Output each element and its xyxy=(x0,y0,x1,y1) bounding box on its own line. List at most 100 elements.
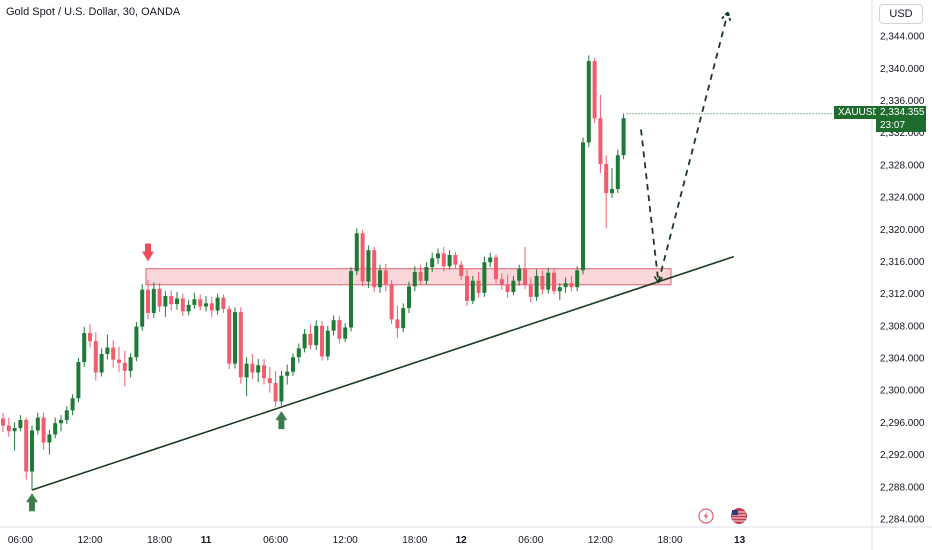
candle-body-down xyxy=(250,363,255,373)
x-tick-label: 18:00 xyxy=(657,535,682,546)
candle-body-up xyxy=(482,262,487,293)
y-tick-label: 2,340.000 xyxy=(880,64,925,75)
candle-body-down xyxy=(540,275,545,290)
candle-body-down xyxy=(494,257,498,280)
candle-body-down xyxy=(499,279,504,285)
candle-body-up xyxy=(291,357,295,372)
candle-body-up xyxy=(30,430,34,472)
candle-body-down xyxy=(569,283,574,288)
candle-body-up xyxy=(581,142,585,271)
candle-body-up xyxy=(314,325,319,346)
candle-body-up xyxy=(436,253,440,259)
projection-path xyxy=(640,11,729,283)
candle-body-up xyxy=(82,333,87,363)
candle-body-up xyxy=(12,428,17,432)
x-tick-label: 13 xyxy=(734,535,746,546)
candle-body-up xyxy=(610,189,614,194)
candle-body-up xyxy=(302,333,307,349)
candle-body-down xyxy=(88,333,92,342)
candle-body-down xyxy=(389,283,394,320)
candle-body-up xyxy=(378,270,382,288)
candle-body-up xyxy=(64,410,69,420)
y-tick-label: 2,296.000 xyxy=(880,418,925,429)
candle-body-up xyxy=(534,275,539,297)
candle-body-down xyxy=(221,297,226,309)
candle-body-down xyxy=(592,61,597,119)
candle-body-up xyxy=(430,258,435,268)
lightning-glyph-icon xyxy=(703,511,709,521)
candle-body-up xyxy=(285,371,290,376)
candle-body-up xyxy=(134,326,139,358)
candle-body-down xyxy=(598,118,603,165)
candle-body-down xyxy=(169,296,174,305)
candle-body-up xyxy=(511,280,516,293)
candle-body-up xyxy=(349,271,353,328)
candle-body-up xyxy=(470,280,475,301)
candle-body-down xyxy=(604,164,609,194)
candle-body-up xyxy=(18,419,23,429)
candle-body-up xyxy=(343,327,348,339)
candle-body-up xyxy=(76,362,81,399)
candle-body-down xyxy=(6,425,11,432)
candle-body-up xyxy=(563,283,568,288)
up-arrow-marker xyxy=(26,493,38,512)
candle-body-down xyxy=(459,264,464,276)
candle-body-down xyxy=(476,280,481,293)
candle-body-up xyxy=(447,255,452,267)
down-arrow-marker xyxy=(142,243,154,262)
candle-body-down xyxy=(227,308,232,364)
candle-body-down xyxy=(157,288,162,307)
y-tick-label: 2,304.000 xyxy=(880,354,925,365)
candle-body-up xyxy=(546,272,551,290)
candle-body-up xyxy=(215,297,220,311)
candle-body-up xyxy=(331,320,336,331)
candle-body-up xyxy=(615,155,620,190)
candle-body-down xyxy=(267,378,272,383)
candle-layer xyxy=(1,55,626,490)
candle-body-up xyxy=(517,268,522,281)
candle-body-up xyxy=(175,298,179,305)
x-tick-label: 06:00 xyxy=(518,535,543,546)
candle-body-up xyxy=(99,353,104,373)
candle-body-up xyxy=(59,419,63,424)
candle-body-down xyxy=(453,255,458,265)
candle-body-down xyxy=(117,359,121,363)
candle-body-up xyxy=(204,303,208,307)
candle-body-up xyxy=(412,271,417,287)
candle-body-down xyxy=(372,250,377,288)
candle-body-up xyxy=(586,61,591,143)
drawing-layer xyxy=(26,10,872,524)
up-arrow-marker xyxy=(275,411,288,430)
y-tick-label: 2,300.000 xyxy=(880,386,925,397)
x-tick-label: 11 xyxy=(201,535,212,546)
candle-body-up xyxy=(186,304,191,312)
y-tick-label: 2,344.000 xyxy=(880,32,925,43)
candle-body-up xyxy=(296,348,301,358)
candle-body-down xyxy=(146,289,150,313)
candle-body-down xyxy=(418,271,423,281)
bar-countdown-badge: 23:07 xyxy=(876,118,926,132)
x-tick-label: 12 xyxy=(456,535,468,546)
candle-body-down xyxy=(308,333,313,346)
candle-body-down xyxy=(552,272,556,292)
candle-body-up xyxy=(279,375,284,402)
chart-title: Gold Spot / U.S. Dollar, 30, OANDA xyxy=(6,6,181,18)
candle-body-down xyxy=(505,284,510,293)
candle-body-up xyxy=(53,423,58,435)
candle-body-up xyxy=(557,287,562,292)
x-tick-label: 12:00 xyxy=(77,535,102,546)
y-tick-label: 2,316.000 xyxy=(880,257,925,268)
candle-body-down xyxy=(111,347,116,360)
candle-body-down xyxy=(383,270,388,284)
candle-body-down xyxy=(209,303,214,311)
candle-body-down xyxy=(180,298,185,312)
projection-arrowhead xyxy=(721,10,732,21)
candle-body-up xyxy=(70,398,75,411)
candle-body-down xyxy=(465,275,469,301)
currency-button[interactable]: USD xyxy=(879,4,923,24)
candle-body-down xyxy=(262,365,266,379)
candle-body-up xyxy=(151,288,156,313)
candle-body-down xyxy=(93,341,98,373)
